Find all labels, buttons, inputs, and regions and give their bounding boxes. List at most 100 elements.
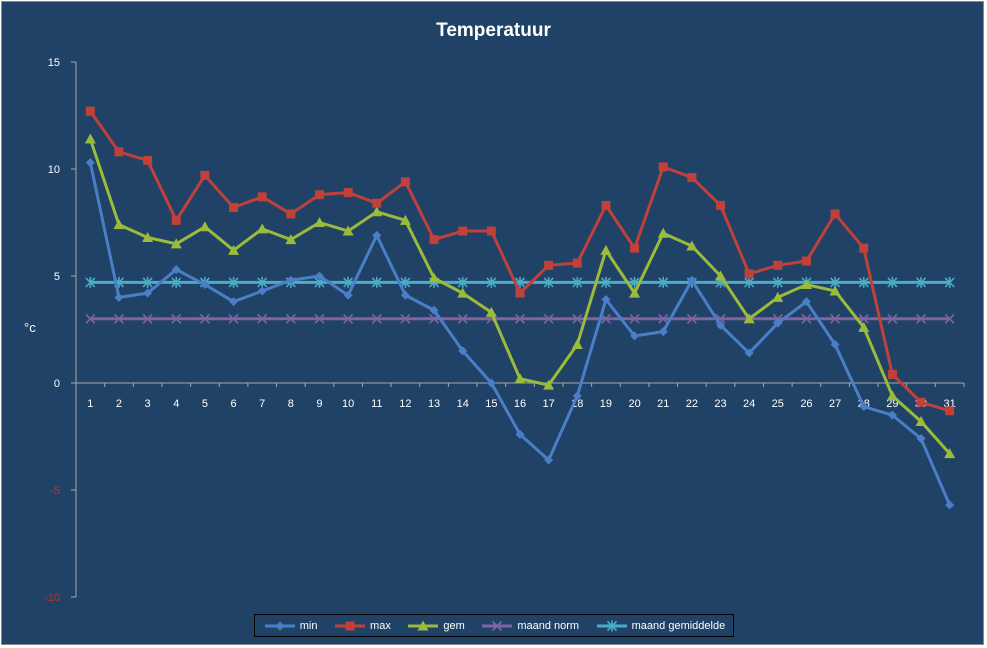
- data-point-maand-gemiddelde: [85, 276, 96, 288]
- x-tick-label: 17: [543, 398, 555, 410]
- data-point-maand-gemiddelde: [257, 276, 268, 288]
- data-point-max: [630, 243, 640, 253]
- data-point-maand-gemiddelde: [457, 276, 468, 288]
- data-point-gem: [800, 279, 812, 290]
- data-point-max: [716, 200, 726, 210]
- data-point-max: [85, 106, 95, 116]
- data-point-min: [544, 455, 554, 465]
- data-point-max: [544, 260, 554, 270]
- data-point-max: [773, 260, 783, 270]
- data-point-max: [515, 288, 525, 298]
- data-point-gem: [944, 448, 956, 459]
- legend-swatch-maand-gemiddelde: [596, 620, 627, 631]
- chart-legend: min max gem maand norm maand gemiddelde: [254, 614, 734, 637]
- data-point-maand-norm: [600, 313, 612, 324]
- data-point-max: [314, 190, 324, 200]
- data-point-min: [630, 331, 640, 341]
- legend-label: maand norm: [517, 619, 580, 632]
- data-point-min: [114, 292, 124, 302]
- x-tick-label: 3: [145, 398, 151, 410]
- data-point-gem: [285, 234, 297, 245]
- data-point-max: [286, 209, 296, 219]
- x-tick-label: 24: [743, 398, 755, 410]
- data-point-gem: [858, 321, 870, 332]
- x-tick-label: 9: [316, 398, 322, 410]
- data-point-maand-norm: [915, 313, 927, 324]
- data-point-gem: [228, 244, 240, 255]
- data-point-min: [515, 429, 525, 439]
- data-point-max: [945, 406, 955, 416]
- legend-label: min: [299, 619, 318, 632]
- legend-swatch-marker: [606, 620, 617, 631]
- data-point-min: [887, 410, 897, 420]
- data-point-gem: [170, 238, 182, 249]
- data-point-maand-gemiddelde: [858, 276, 869, 288]
- legend-item-max: max: [333, 620, 391, 632]
- data-point-max: [429, 235, 439, 245]
- data-point-max: [801, 256, 811, 266]
- chart-title: Temperatuur: [436, 20, 551, 41]
- data-point-maand-gemiddelde: [371, 276, 382, 288]
- data-point-maand-norm: [572, 313, 583, 324]
- data-point-maand-gemiddelde: [486, 276, 497, 288]
- x-tick-label: 6: [230, 398, 236, 410]
- data-point-maand-norm: [514, 313, 526, 324]
- data-point-maand-gemiddelde: [944, 276, 955, 288]
- data-point-max: [200, 170, 210, 180]
- data-point-gem: [514, 373, 526, 384]
- data-point-max: [887, 369, 897, 379]
- data-point-min: [229, 297, 239, 307]
- series-line-max: [89, 110, 951, 413]
- legend-swatch-marker: [275, 621, 285, 630]
- data-point-maand-norm: [314, 313, 325, 324]
- data-point-min: [859, 402, 869, 412]
- y-tick-label: 0: [54, 378, 60, 390]
- data-point-max: [601, 200, 611, 210]
- x-tick-label: 23: [714, 398, 726, 410]
- legend-item-maand-gemiddelde: maand gemiddelde: [595, 620, 725, 632]
- data-point-maand-norm: [887, 313, 898, 324]
- data-point-maand-gemiddelde: [142, 276, 153, 288]
- data-point-max: [916, 397, 926, 407]
- data-point-maand-norm: [801, 313, 812, 324]
- data-point-max: [114, 147, 124, 157]
- data-point-gem: [342, 225, 354, 236]
- x-tick-label: 2: [116, 398, 122, 410]
- y-tick-label: 5: [54, 271, 60, 283]
- y-axis-label: °c: [24, 320, 36, 335]
- data-point-gem: [600, 244, 612, 255]
- data-point-maand-gemiddelde: [400, 276, 411, 288]
- x-tick-label: 5: [202, 398, 208, 410]
- legend-swatch-max: [335, 621, 366, 630]
- legend-swatch-gem: [408, 620, 439, 630]
- legend-item-gem: gem: [406, 620, 465, 632]
- data-point-min: [744, 348, 754, 358]
- data-point-gem: [915, 416, 927, 427]
- data-point-maand-norm: [400, 313, 411, 324]
- data-point-max: [486, 226, 496, 236]
- data-point-maand-norm: [257, 313, 268, 324]
- data-point-maand-norm: [85, 313, 96, 324]
- data-point-gem: [657, 227, 669, 238]
- data-point-min: [945, 500, 955, 510]
- data-point-maand-gemiddelde: [658, 276, 669, 288]
- data-point-maand-norm: [228, 313, 239, 324]
- data-point-gem: [629, 287, 641, 298]
- data-point-maand-norm: [343, 313, 354, 324]
- data-point-maand-norm: [199, 313, 210, 324]
- data-point-gem: [543, 379, 555, 390]
- y-tick-label: -10: [44, 592, 60, 604]
- data-point-min: [830, 339, 840, 349]
- data-point-min: [372, 230, 382, 240]
- x-tick-label: 21: [657, 398, 669, 410]
- data-point-gem: [399, 214, 411, 225]
- data-point-min: [286, 275, 296, 285]
- data-point-gem: [571, 338, 583, 349]
- data-point-max: [171, 215, 181, 225]
- data-point-min: [257, 286, 267, 296]
- data-point-maand-norm: [658, 313, 669, 324]
- x-tick-label: 10: [342, 398, 354, 410]
- data-point-max: [257, 192, 267, 202]
- x-tick-label: 4: [173, 398, 179, 410]
- data-point-min: [343, 290, 353, 300]
